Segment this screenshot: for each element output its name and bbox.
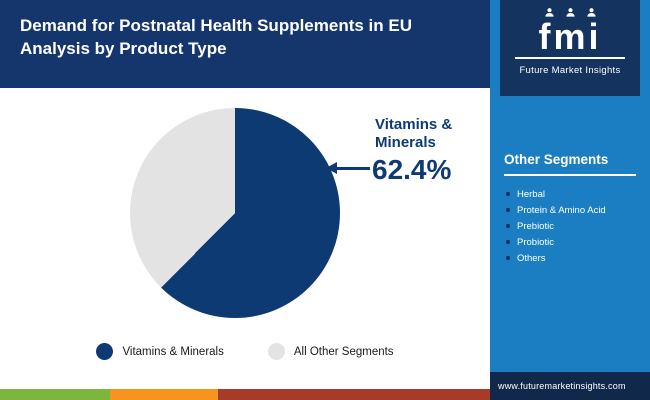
legend-label: Vitamins & Minerals [122, 345, 224, 358]
logo-icons [544, 6, 597, 19]
header: Demand for Postnatal Health Supplements … [0, 0, 490, 88]
person-icon [544, 8, 554, 17]
website-url: www.futuremarketinsights.com [498, 381, 626, 391]
legend-item-vitamins: Vitamins & Minerals [96, 343, 224, 360]
callout-value: 62.4% [372, 154, 452, 185]
bottom-strip-green [0, 389, 110, 400]
fmi-logo: fmi Future Market Insights [500, 0, 640, 96]
pie-chart [130, 108, 340, 318]
list-item: Herbal [506, 186, 606, 202]
list-item: Protein & Amino Acid [506, 202, 606, 218]
list-item: Probiotic [506, 234, 606, 250]
other-segments-heading: Other Segments [504, 152, 609, 167]
panel-footer: www.futuremarketinsights.com [490, 372, 650, 400]
bottom-strip-red [218, 389, 490, 400]
legend-swatch [267, 343, 285, 360]
callout-arrow-icon [326, 162, 337, 174]
brand-panel: fmi Future Market Insights Other Segment… [490, 0, 650, 372]
brand-name: Future Market Insights [519, 65, 621, 76]
page-title: Demand for Postnatal Health Supplements … [20, 16, 413, 58]
person-icon [565, 8, 575, 17]
logo-wordmark: fmi [538, 16, 602, 57]
list-item: Prebiotic [506, 218, 606, 234]
heading-underline [504, 174, 636, 176]
callout-label: Vitamins & Minerals [375, 116, 453, 151]
legend-label: All Other Segments [293, 345, 394, 358]
list-item: Others [506, 250, 606, 266]
person-icon [586, 8, 596, 17]
bottom-strip-orange [110, 389, 218, 400]
legend: Vitamins & Minerals All Other Segments [0, 343, 490, 360]
other-segments-list: Herbal Protein & Amino Acid Prebiotic Pr… [506, 186, 606, 266]
callout-arrow-line [336, 167, 370, 170]
logo-divider [515, 57, 625, 59]
legend-swatch [96, 343, 114, 360]
legend-item-others: All Other Segments [267, 343, 394, 360]
